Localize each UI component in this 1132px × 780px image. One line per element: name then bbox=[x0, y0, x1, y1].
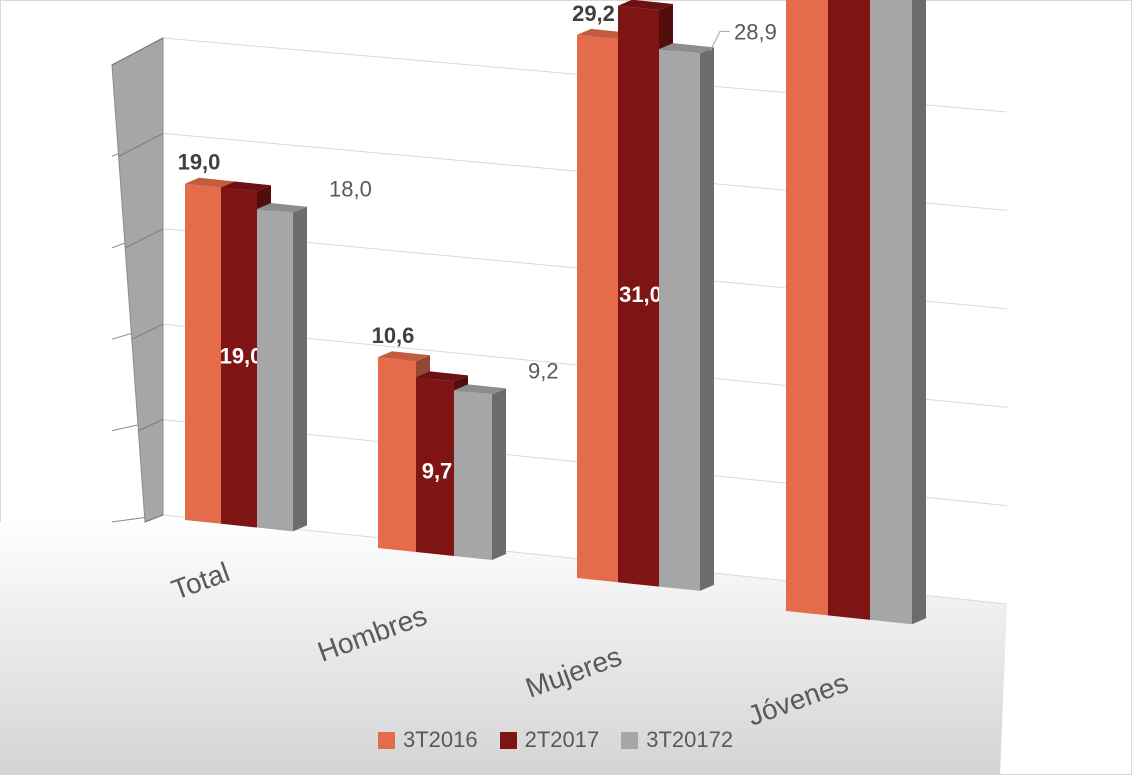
side-gridline bbox=[118, 132, 164, 157]
bar-front bbox=[416, 377, 454, 556]
bar-front bbox=[378, 357, 416, 552]
bar-top bbox=[221, 181, 271, 192]
bar-front bbox=[577, 34, 618, 583]
bar-front bbox=[185, 183, 221, 524]
bar-top bbox=[257, 202, 307, 213]
legend-swatch bbox=[621, 731, 639, 749]
bar-top bbox=[659, 43, 714, 54]
legend-item: 3T2016 bbox=[378, 727, 478, 753]
bar-side bbox=[492, 388, 506, 560]
data-label: 31,0 bbox=[619, 282, 662, 307]
bar-front bbox=[454, 390, 492, 560]
bar-total-3t20172 bbox=[257, 202, 307, 532]
bar-front bbox=[221, 187, 257, 528]
bar-front bbox=[659, 49, 700, 591]
leader-line bbox=[709, 30, 730, 52]
bars: 19,019,018,010,69,79,229,231,028,941,884… bbox=[178, 0, 926, 625]
bar-top bbox=[185, 177, 235, 188]
side-gridline bbox=[144, 514, 164, 523]
data-label: 9,2 bbox=[528, 358, 559, 383]
side-gridline bbox=[111, 37, 164, 66]
bar-top bbox=[618, 0, 673, 11]
side-gridline bbox=[124, 228, 164, 249]
bar-front bbox=[870, 0, 912, 625]
data-label: 29,2 bbox=[572, 1, 615, 26]
bar-top bbox=[416, 371, 468, 382]
data-label: 9,7 bbox=[422, 459, 453, 484]
bar-front bbox=[828, 0, 870, 620]
data-label: 19,0 bbox=[220, 344, 263, 369]
data-label: 18,0 bbox=[329, 177, 372, 202]
data-label: 19,0 bbox=[178, 150, 221, 175]
legend-label: 3T20172 bbox=[646, 727, 734, 752]
bar-hombres-3t20172 bbox=[454, 384, 506, 560]
chart-floor bbox=[0, 515, 1007, 775]
bar-side bbox=[293, 206, 307, 532]
legend-swatch bbox=[499, 731, 517, 749]
legend-label: 3T2016 bbox=[403, 727, 478, 752]
bar-top bbox=[454, 384, 506, 395]
side-gridline bbox=[138, 419, 164, 432]
bar-side bbox=[912, 0, 926, 625]
legend-item: 3T20172 bbox=[621, 727, 733, 753]
bar-front bbox=[618, 5, 659, 587]
data-label: 10,6 bbox=[372, 323, 415, 348]
bar-mujeres-3t20172 bbox=[659, 43, 714, 591]
legend-swatch bbox=[378, 731, 395, 749]
legend-label: 2T2017 bbox=[524, 727, 600, 752]
bar-side bbox=[700, 47, 714, 591]
bar-top bbox=[378, 351, 430, 362]
legend-item: 2T2017 bbox=[499, 727, 600, 753]
chart-legend: 3T2016 2T2017 3T20172 bbox=[378, 725, 733, 755]
bar-front bbox=[257, 208, 293, 532]
data-label: 28,9 bbox=[734, 19, 777, 44]
side-gridline bbox=[131, 323, 164, 340]
bar-jóvenes-3t20172 bbox=[870, 0, 926, 625]
bar-front bbox=[786, 0, 828, 616]
